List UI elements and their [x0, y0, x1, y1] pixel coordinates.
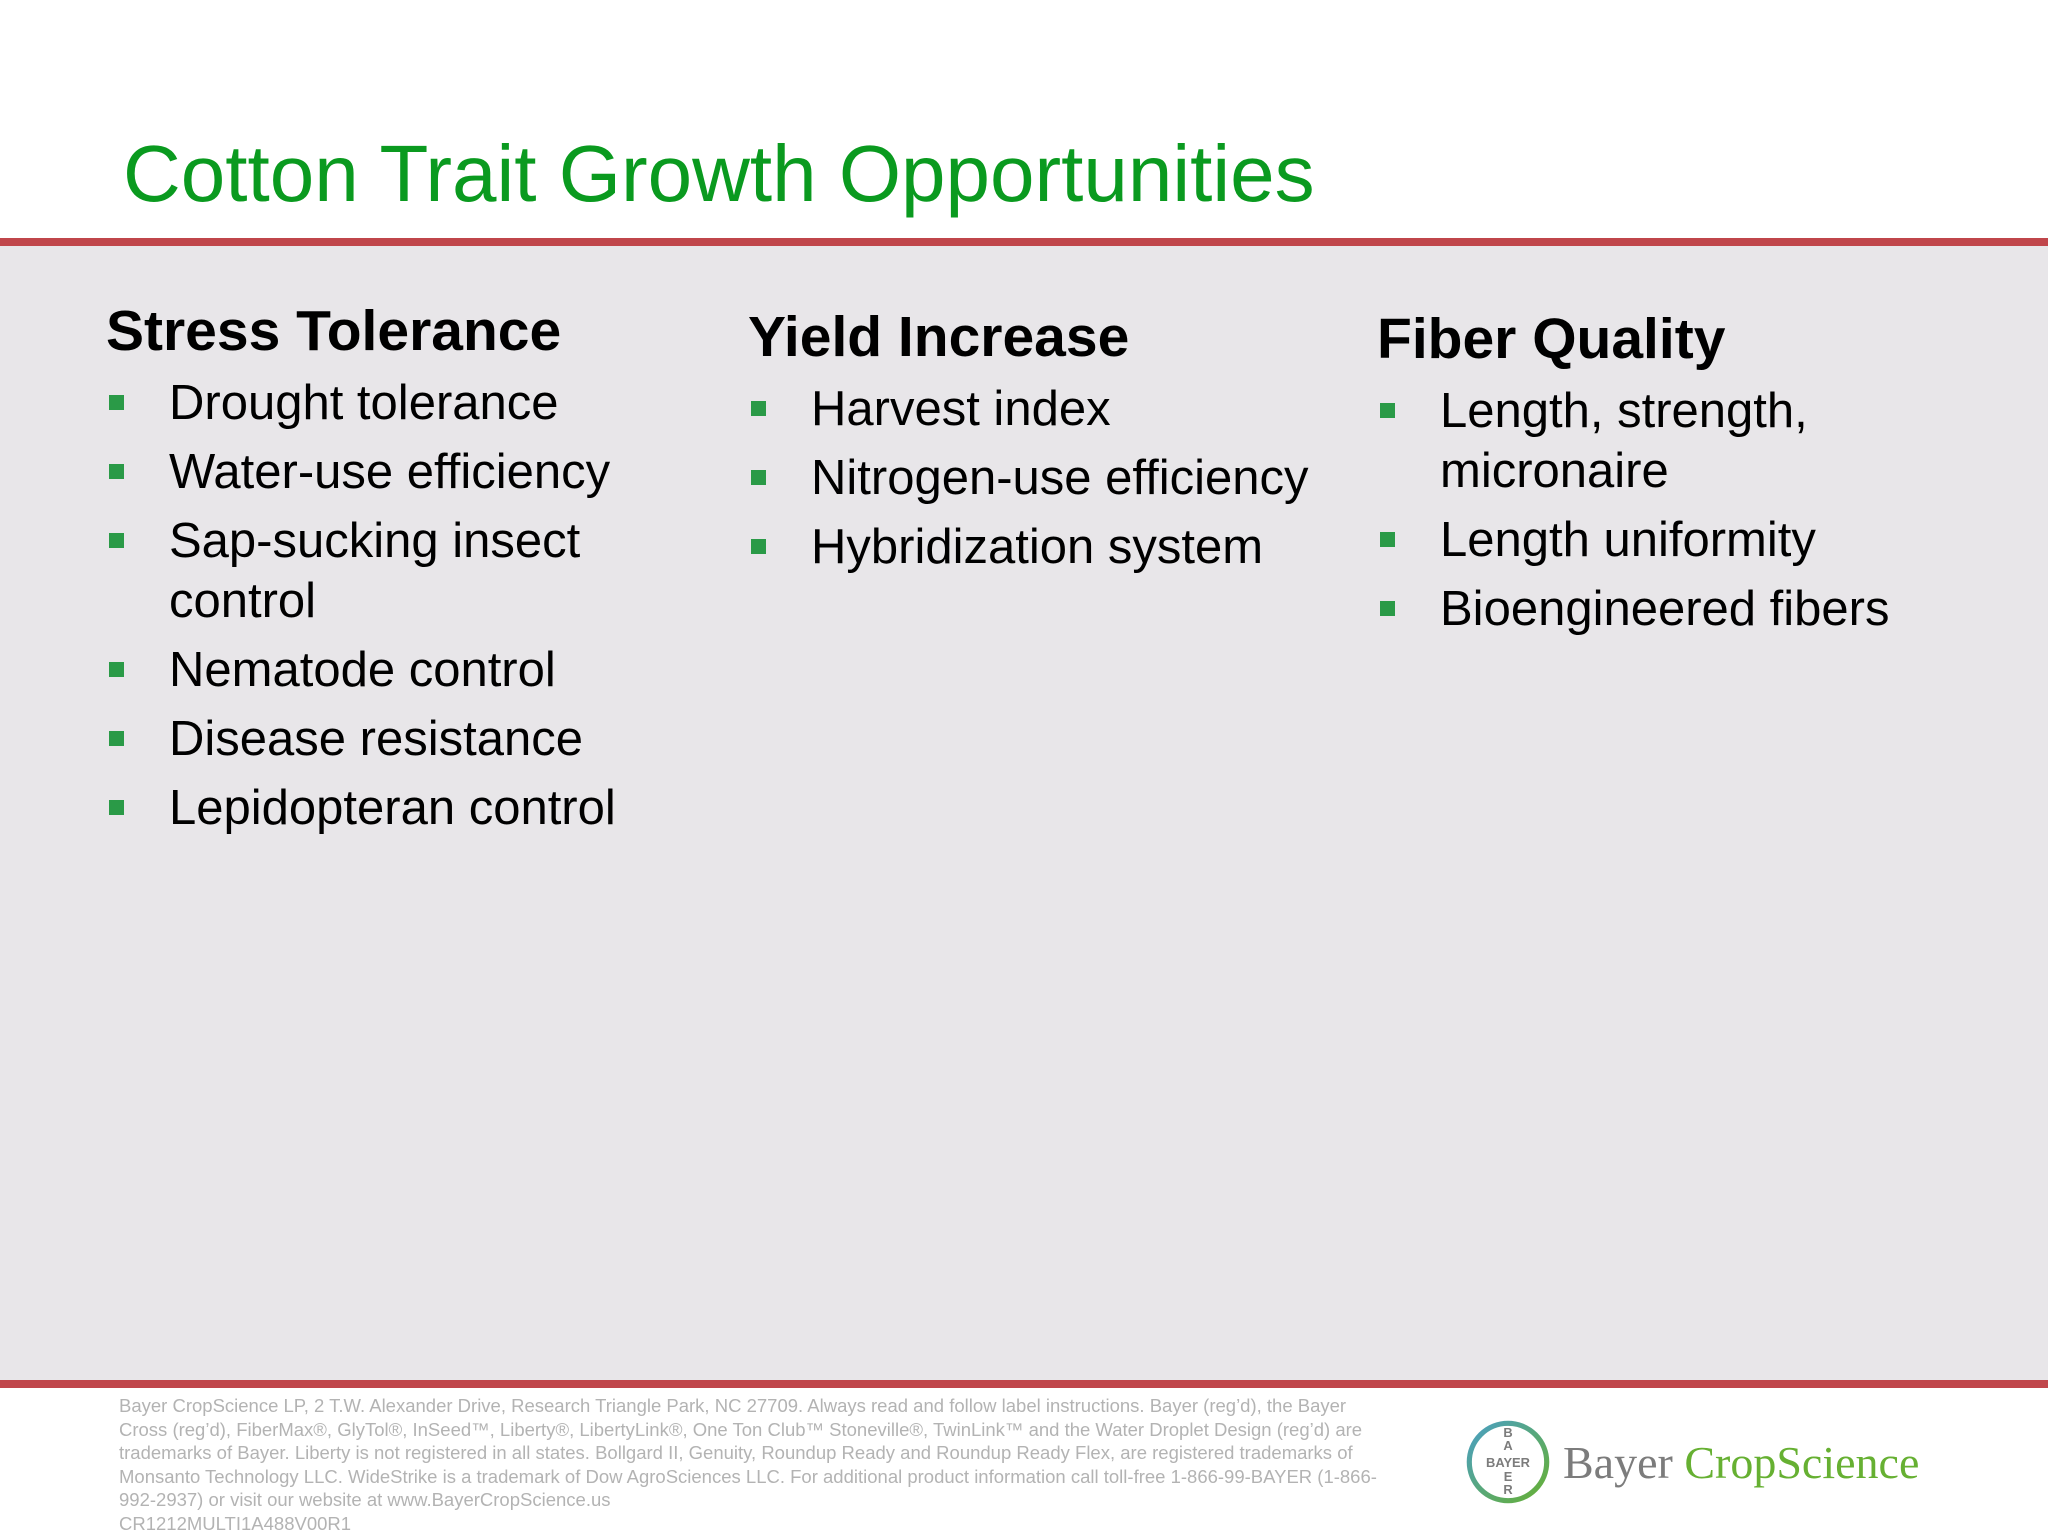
- bullet-item: Bioengineered fibers: [1377, 579, 1997, 639]
- bullet-text: Drought tolerance: [169, 376, 559, 431]
- bullet-item: Disease resistance: [106, 709, 706, 769]
- bullet-text: Nitrogen-use efficiency: [811, 451, 1309, 506]
- column-stress-tolerance: Stress Tolerance Drought tolerance Water…: [106, 296, 706, 847]
- square-bullet-icon: [109, 800, 124, 816]
- footer: Bayer CropScience LP, 2 T.W. Alexander D…: [0, 1388, 2048, 1536]
- footer-document-code: CR1212MULTI1A488V00R1: [119, 1513, 352, 1534]
- bullet-item: Lepidopteran control: [106, 778, 706, 838]
- bullet-text: Bioengineered fibers: [1440, 582, 1890, 637]
- bullet-item: Length, strength, micronaire: [1377, 381, 1997, 501]
- square-bullet-icon: [1380, 601, 1395, 617]
- svg-text:BAYER: BAYER: [1486, 1455, 1531, 1470]
- column-heading: Fiber Quality: [1377, 307, 1726, 371]
- bullet-text: Nematode control: [169, 643, 556, 698]
- column-heading: Yield Increase: [748, 305, 1130, 369]
- content-panel: Stress Tolerance Drought tolerance Water…: [0, 246, 2048, 1380]
- bullet-list: Harvest index Nitrogen-use efficiency Hy…: [748, 379, 1348, 577]
- square-bullet-icon: [109, 731, 124, 747]
- footer-disclaimer: Bayer CropScience LP, 2 T.W. Alexander D…: [119, 1395, 1377, 1510]
- bullet-list: Length, strength, micronaire Length unif…: [1377, 381, 1997, 639]
- title-divider: [0, 238, 2048, 246]
- square-bullet-icon: [109, 464, 124, 480]
- bullet-item: Nematode control: [106, 640, 706, 700]
- bullet-text: Disease resistance: [169, 712, 583, 767]
- square-bullet-icon: [751, 539, 766, 555]
- bullet-text: Length, strength, micronaire: [1440, 384, 1808, 499]
- svg-text:B: B: [1503, 1425, 1512, 1440]
- bullet-text: Sap-sucking insect control: [169, 514, 581, 629]
- bullet-text: Harvest index: [811, 382, 1111, 437]
- column-yield-increase: Yield Increase Harvest index Nitrogen-us…: [748, 302, 1348, 586]
- logo-word-bayer: Bayer: [1563, 1436, 1673, 1488]
- bullet-item: Sap-sucking insect control: [106, 511, 706, 631]
- bullet-item: Drought tolerance: [106, 373, 706, 433]
- svg-text:E: E: [1504, 1469, 1513, 1484]
- bullet-item: Harvest index: [748, 379, 1348, 439]
- square-bullet-icon: [1380, 403, 1395, 419]
- column-heading: Stress Tolerance: [106, 299, 562, 363]
- square-bullet-icon: [109, 395, 124, 411]
- logo-wordmark: Bayer CropScience: [1563, 1436, 1919, 1489]
- bullet-text: Lepidopteran control: [169, 781, 616, 836]
- square-bullet-icon: [751, 401, 766, 417]
- slide-title: Cotton Trait Growth Opportunities: [123, 129, 1315, 218]
- bullet-text: Hybridization system: [811, 520, 1264, 575]
- bullet-text: Length uniformity: [1440, 513, 1816, 568]
- bayer-cropscience-logo: B A BAYER E R Bayer CropScience: [1465, 1419, 1919, 1505]
- bullet-item: Hybridization system: [748, 517, 1348, 577]
- bullet-item: Length uniformity: [1377, 510, 1997, 570]
- svg-text:R: R: [1503, 1482, 1513, 1497]
- square-bullet-icon: [1380, 532, 1395, 548]
- footer-divider: [0, 1380, 2048, 1388]
- bullet-text: Water-use efficiency: [169, 445, 611, 500]
- square-bullet-icon: [109, 662, 124, 678]
- bullet-item: Water-use efficiency: [106, 442, 706, 502]
- logo-word-cropscience: CropScience: [1684, 1436, 1920, 1488]
- column-fiber-quality: Fiber Quality Length, strength, micronai…: [1377, 304, 1997, 648]
- square-bullet-icon: [109, 533, 124, 549]
- bullet-item: Nitrogen-use efficiency: [748, 448, 1348, 508]
- bullet-list: Drought tolerance Water-use efficiency S…: [106, 373, 706, 838]
- svg-text:A: A: [1503, 1438, 1512, 1453]
- bayer-cross-icon: B A BAYER E R: [1466, 1420, 1550, 1504]
- square-bullet-icon: [751, 470, 766, 486]
